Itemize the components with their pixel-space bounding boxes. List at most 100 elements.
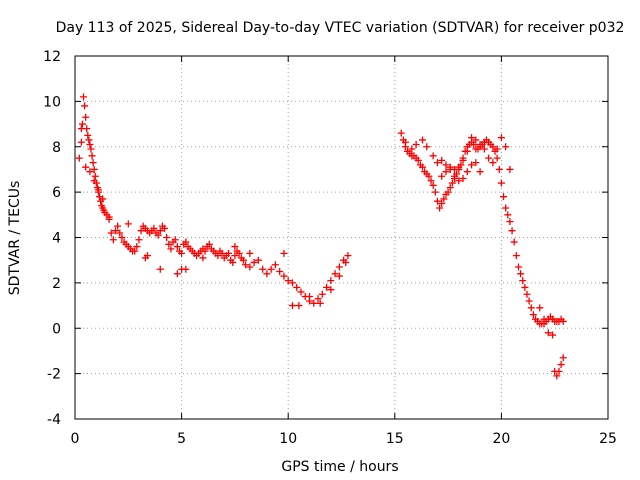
data-point xyxy=(557,361,565,369)
y-tick-label: 2 xyxy=(52,276,61,292)
data-point xyxy=(470,140,478,148)
x-tick-label: 0 xyxy=(71,431,80,447)
data-point xyxy=(433,159,441,167)
data-point xyxy=(450,172,458,180)
data-point xyxy=(297,288,305,296)
data-point xyxy=(271,261,279,269)
data-point xyxy=(77,125,85,133)
data-point xyxy=(527,304,535,312)
y-tick-label: 10 xyxy=(43,94,61,110)
data-point xyxy=(455,177,463,185)
data-point xyxy=(276,268,284,276)
data-point xyxy=(489,143,497,151)
data-point xyxy=(463,168,471,176)
data-point xyxy=(86,168,94,176)
data-point xyxy=(323,283,331,291)
data-point xyxy=(436,204,444,212)
data-point xyxy=(231,243,239,251)
data-point xyxy=(446,184,454,192)
data-point xyxy=(167,245,175,253)
data-point xyxy=(517,270,525,278)
data-point xyxy=(493,145,501,153)
data-point xyxy=(468,161,476,169)
chart-title: Day 113 of 2025, Sidereal Day-to-day VTE… xyxy=(56,20,625,36)
data-point xyxy=(80,93,88,101)
data-point xyxy=(419,163,427,171)
data-point xyxy=(254,256,262,264)
data-point xyxy=(427,177,435,185)
data-point xyxy=(118,234,126,241)
x-tick-label: 20 xyxy=(492,431,510,447)
data-point xyxy=(414,156,422,164)
data-point xyxy=(335,263,343,271)
data-point xyxy=(280,272,288,280)
data-point xyxy=(316,299,324,307)
data-point xyxy=(161,224,169,232)
series-2 xyxy=(77,125,350,310)
x-tick-label: 15 xyxy=(386,431,404,447)
data-point xyxy=(165,240,173,248)
data-point xyxy=(124,220,132,228)
data-point xyxy=(280,249,288,257)
data-point xyxy=(84,131,92,139)
series-4 xyxy=(401,134,514,173)
series-1 xyxy=(75,93,352,307)
data-point xyxy=(85,136,93,144)
data-point xyxy=(107,229,115,237)
data-point xyxy=(463,147,471,155)
data-point xyxy=(559,354,567,362)
data-point xyxy=(116,229,124,237)
y-tick-labels: -4 -2 0 2 4 6 8 10 12 xyxy=(43,49,61,428)
data-point xyxy=(512,252,520,260)
data-point xyxy=(438,199,446,207)
data-point xyxy=(553,372,561,380)
x-tick-label: 10 xyxy=(279,431,297,447)
data-point xyxy=(82,163,90,171)
data-point xyxy=(310,299,318,307)
data-point xyxy=(431,188,439,196)
data-point xyxy=(178,249,186,257)
data-point xyxy=(504,211,512,219)
y-tick-label: 4 xyxy=(52,231,61,247)
data-point xyxy=(423,143,431,151)
y-tick-label: 0 xyxy=(52,321,61,337)
data-point xyxy=(89,159,97,167)
data-point xyxy=(214,252,222,260)
data-point xyxy=(205,240,213,248)
data-point xyxy=(506,218,514,226)
data-point xyxy=(425,172,433,180)
data-point xyxy=(446,165,454,173)
data-point xyxy=(135,236,143,244)
data-point xyxy=(114,222,122,230)
data-point xyxy=(476,168,484,176)
data-point xyxy=(442,161,450,169)
data-point xyxy=(239,256,247,264)
data-point xyxy=(137,227,145,235)
data-point xyxy=(77,138,85,146)
data-point xyxy=(521,283,529,291)
data-point xyxy=(514,263,522,271)
data-point xyxy=(468,134,476,142)
data-point xyxy=(163,234,171,241)
data-point xyxy=(433,197,441,205)
data-point xyxy=(284,277,292,285)
y-tick-label: 6 xyxy=(52,185,61,201)
data-point xyxy=(112,227,120,235)
data-point xyxy=(412,140,420,148)
data-point xyxy=(133,243,141,251)
data-point xyxy=(88,152,96,160)
data-point xyxy=(171,236,179,244)
data-point xyxy=(81,102,89,110)
data-point xyxy=(444,188,452,196)
data-point xyxy=(288,279,296,287)
data-point xyxy=(246,249,254,257)
axis-ticks xyxy=(74,55,609,420)
data-point xyxy=(440,195,448,203)
data-point xyxy=(259,265,267,273)
data-point xyxy=(549,331,557,339)
data-point xyxy=(86,140,94,148)
data-point xyxy=(306,292,314,300)
data-point xyxy=(267,265,275,273)
data-point xyxy=(459,156,467,164)
data-point xyxy=(235,249,243,257)
